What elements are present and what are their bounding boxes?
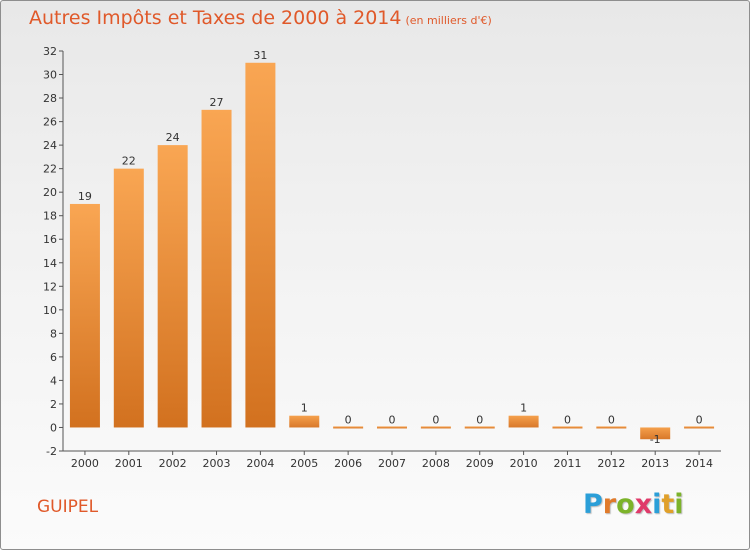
logo-letter: i [674, 489, 684, 520]
bar [420, 426, 451, 429]
bar [157, 145, 188, 428]
data-label: 19 [78, 190, 92, 203]
data-label: 0 [608, 413, 615, 426]
bar [377, 426, 407, 429]
data-label: 1 [301, 402, 308, 415]
x-tick-label: 2014 [685, 457, 713, 470]
data-label: -1 [650, 433, 661, 446]
data-label: 24 [166, 131, 180, 144]
data-label: 22 [122, 155, 136, 168]
y-tick-label: 0 [50, 421, 57, 434]
bar [596, 426, 627, 429]
x-tick-label: 2008 [422, 457, 450, 470]
x-tick-label: 2005 [290, 457, 318, 470]
x-tick-label: 2006 [334, 457, 362, 470]
bar [69, 203, 100, 428]
y-tick-label: 30 [43, 69, 57, 82]
bar [684, 426, 715, 429]
bar [508, 415, 539, 428]
bar [289, 415, 320, 428]
data-label: 0 [476, 413, 483, 426]
logo-letter: o [616, 489, 635, 520]
logo-letter: i [652, 489, 662, 520]
bar [333, 426, 364, 429]
logo-letter: t [661, 489, 675, 520]
y-tick-label: 2 [50, 398, 57, 411]
y-tick-label: 16 [43, 233, 57, 246]
commune-name: GUIPEL [37, 497, 99, 517]
y-tick-label: -2 [46, 445, 57, 458]
y-tick-label: 4 [50, 374, 57, 387]
logo-letter: P [583, 489, 603, 520]
data-label: 31 [253, 49, 267, 62]
y-tick-label: 12 [43, 280, 57, 293]
x-tick-label: 2003 [203, 457, 231, 470]
y-tick-label: 26 [43, 116, 57, 129]
data-label: 27 [210, 96, 224, 109]
y-tick-label: 28 [43, 92, 57, 105]
y-tick-label: 6 [50, 351, 57, 364]
y-tick-label: 22 [43, 163, 57, 176]
chart-title-text: Autres Impôts et Taxes de 2000 à 2014 [29, 7, 402, 29]
y-tick-label: 14 [43, 257, 57, 270]
bar [552, 426, 583, 429]
x-tick-label: 2012 [597, 457, 625, 470]
bar [201, 109, 232, 428]
x-tick-label: 2000 [71, 457, 99, 470]
x-tick-label: 2009 [466, 457, 494, 470]
y-tick-label: 32 [43, 45, 57, 58]
data-label: 1 [520, 402, 527, 415]
x-tick-label: 2007 [378, 457, 406, 470]
logo-letter: r [602, 489, 617, 520]
x-tick-label: 2011 [553, 457, 581, 470]
x-tick-label: 2013 [641, 457, 669, 470]
y-tick-label: 24 [43, 139, 57, 152]
data-label: 0 [564, 413, 571, 426]
data-label: 0 [696, 413, 703, 426]
y-tick-label: 10 [43, 304, 57, 317]
proxiti-logo: Proxiti [583, 489, 684, 520]
bar [464, 426, 495, 429]
bar [245, 62, 276, 428]
bar [640, 427, 671, 440]
y-tick-label: 8 [50, 327, 57, 340]
x-tick-label: 2010 [510, 457, 538, 470]
x-tick-label: 2002 [159, 457, 187, 470]
chart-subtitle: (en milliers d'€) [405, 14, 492, 27]
y-tick-label: 18 [43, 210, 57, 223]
data-label: 0 [432, 413, 439, 426]
chart-title: Autres Impôts et Taxes de 2000 à 2014 (en… [29, 7, 492, 29]
y-tick-label: 20 [43, 186, 57, 199]
x-tick-label: 2004 [246, 457, 274, 470]
data-label: 0 [345, 413, 352, 426]
data-label: 0 [389, 413, 396, 426]
x-tick-label: 2001 [115, 457, 143, 470]
bar [113, 168, 144, 428]
logo-letter: x [634, 489, 653, 520]
